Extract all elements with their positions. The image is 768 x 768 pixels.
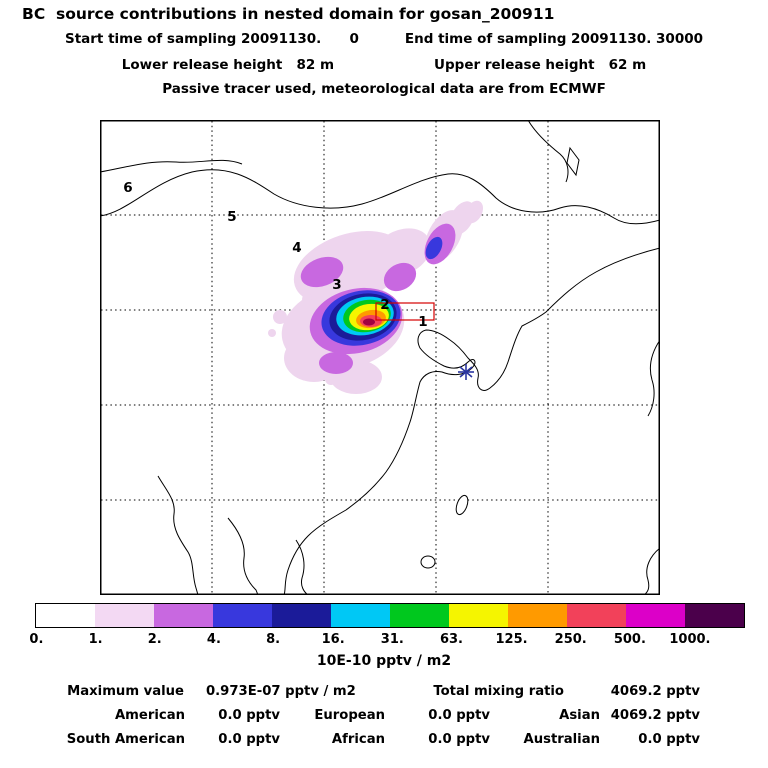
nested-domain-box xyxy=(375,302,435,321)
summary-stats: Maximum value 0.973E-07 pptv / m2 Total … xyxy=(34,684,734,756)
coastline-northeast xyxy=(527,120,569,183)
colorbar-cell xyxy=(449,604,508,627)
continent-label: Australian xyxy=(523,732,600,747)
plume-blob-blue xyxy=(425,236,443,260)
domain-label-3: 3 xyxy=(332,277,341,293)
colorbar-ticks: 0. 1. 2. 4. 8. 16. 31. 63. 125. 250. 500. 1000. xyxy=(29,632,745,648)
plume-blob xyxy=(325,373,337,385)
colorbar-tick-label: 63. xyxy=(439,632,463,647)
plume-blob xyxy=(268,329,276,337)
continent-label: Asian xyxy=(559,708,600,723)
continent-label: African xyxy=(331,732,385,747)
colorbar-tick-label: 1000. xyxy=(669,632,711,647)
domain-labels: 6 5 4 3 2 1 xyxy=(123,180,427,330)
coastline-japan xyxy=(647,339,660,417)
domain-label-6: 6 xyxy=(123,180,132,196)
tracer-note: Passive tracer used, meteorological data… xyxy=(162,81,606,97)
colorbar-cell xyxy=(154,604,213,627)
domain-label-4: 4 xyxy=(292,240,301,256)
coastline-main xyxy=(283,247,660,595)
colorbar-cell xyxy=(272,604,331,627)
station-marker-arm xyxy=(459,366,473,378)
border-indochina-1 xyxy=(157,475,199,595)
domain-label-5: 5 xyxy=(227,209,236,225)
colorbar-tick-label: 2. xyxy=(147,632,162,647)
colorbar-tick-label: 0. xyxy=(29,632,44,647)
colorbar-tick-label: 1. xyxy=(88,632,103,647)
colorbar-tick-label: 500. xyxy=(613,632,646,647)
stats-row-continents-1: American 0.0 pptv European 0.0 pptv Asia… xyxy=(34,708,734,732)
sampling-times-line: Start time of sampling 20091130. 0 End t… xyxy=(0,31,768,47)
start-time-text: Start time of sampling 20091130. 0 xyxy=(64,31,359,47)
colorbar xyxy=(35,603,745,628)
colorbar-cell xyxy=(95,604,154,627)
plume-layer-rings xyxy=(321,236,443,346)
border-russia xyxy=(100,159,243,173)
colorbar-tick-label: 8. xyxy=(266,632,281,647)
plume-blob xyxy=(319,352,353,374)
island-sakhalin xyxy=(566,146,580,177)
stats-row-continents-2: South American 0.0 pptv African 0.0 pptv… xyxy=(34,732,734,756)
colorbar-cell xyxy=(36,604,95,627)
map-border xyxy=(100,120,660,595)
colorbar-cell xyxy=(390,604,449,627)
station-marker-gosan xyxy=(458,364,474,380)
colorbar-cell xyxy=(508,604,567,627)
border-indochina-2 xyxy=(227,517,259,595)
plume xyxy=(268,200,484,394)
plume-blob xyxy=(302,294,312,304)
stats-row-max-total: Maximum value 0.973E-07 pptv / m2 Total … xyxy=(34,684,734,708)
colorbar-tick-label: 250. xyxy=(554,632,587,647)
continent-value: 4069.2 pptv xyxy=(610,708,700,723)
continent-value: 0.0 pptv xyxy=(428,732,490,747)
domain-label-2: 2 xyxy=(380,297,389,313)
colorbar-tick-label: 125. xyxy=(495,632,528,647)
end-time-text: End time of sampling 20091130. 30000 xyxy=(404,31,704,47)
map-panel: 6 5 4 3 2 1 xyxy=(100,120,660,595)
plume-blob xyxy=(300,256,344,288)
total-mixing-ratio-label: Total mixing ratio xyxy=(433,684,564,699)
plume-blob xyxy=(373,228,431,276)
max-value-label: Maximum value xyxy=(67,684,184,699)
colorbar-cell xyxy=(213,604,272,627)
release-heights-line: Lower release height 82 m Upper release … xyxy=(0,57,768,73)
colorbar-tick-label: 4. xyxy=(206,632,221,647)
colorbar-cell xyxy=(331,604,390,627)
continent-value: 0.0 pptv xyxy=(638,732,700,747)
continent-label: European xyxy=(314,708,385,723)
total-mixing-ratio-value: 4069.2 pptv xyxy=(610,684,700,699)
continent-value: 0.0 pptv xyxy=(218,708,280,723)
continent-value: 0.0 pptv xyxy=(428,708,490,723)
domain-label-1: 1 xyxy=(418,314,427,330)
colorbar-tick-label: 31. xyxy=(380,632,404,647)
colorbar-tick-label: 16. xyxy=(321,632,345,647)
continent-label: South American xyxy=(66,732,185,747)
colorbar-cell xyxy=(685,604,744,627)
plume-blob-core xyxy=(363,318,375,326)
upper-release-text: Upper release height 62 m xyxy=(434,57,647,73)
plume-blob xyxy=(464,200,484,224)
border-indochina-3 xyxy=(295,539,309,595)
max-value: 0.973E-07 pptv / m2 xyxy=(206,684,356,699)
plume-blob xyxy=(383,262,417,292)
island-hainan xyxy=(420,555,436,569)
plume-blob xyxy=(290,341,302,353)
coastlines xyxy=(100,120,660,595)
border-mongolia xyxy=(100,169,660,225)
colorbar-cell xyxy=(567,604,626,627)
colorbar-units: 10E-10 pptv / m2 xyxy=(316,653,452,669)
continent-value: 0.0 pptv xyxy=(218,732,280,747)
island-taiwan xyxy=(455,494,469,516)
colorbar-cell xyxy=(626,604,685,627)
lower-release-text: Lower release height 82 m xyxy=(121,57,335,73)
plume-blob xyxy=(273,310,287,324)
coastline-kyushu xyxy=(643,547,660,595)
continent-label: American xyxy=(114,708,185,723)
figure-title: BC source contributions in nested domain… xyxy=(22,5,555,23)
